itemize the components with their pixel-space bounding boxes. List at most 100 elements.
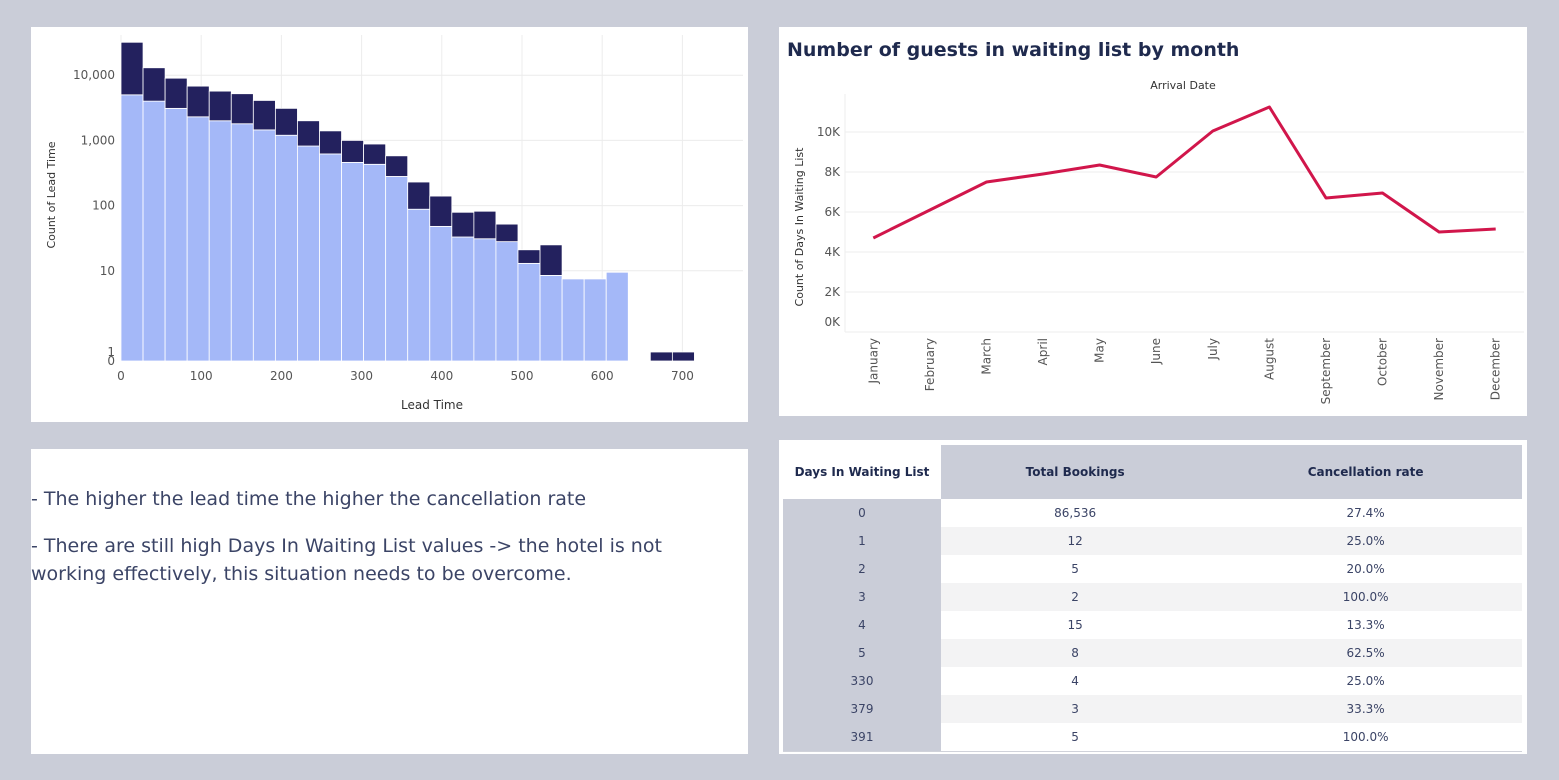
histogram-bar-not-canceled[interactable]: [274, 134, 298, 362]
histogram-bar-not-canceled[interactable]: [230, 123, 254, 362]
histogram-bar-canceled[interactable]: [186, 85, 210, 118]
histogram-x-tick-label: 500: [511, 369, 534, 383]
histogram-bar-not-canceled[interactable]: [164, 107, 188, 362]
histogram-bar-not-canceled[interactable]: [451, 236, 475, 362]
histogram-bar-not-canceled[interactable]: [605, 271, 629, 362]
cell-cancellation-rate[interactable]: 20.0%: [1346, 562, 1385, 576]
histogram-bar-canceled[interactable]: [363, 143, 387, 165]
histogram-bar-canceled[interactable]: [297, 120, 320, 147]
histogram-bar-not-canceled[interactable]: [120, 94, 144, 362]
histogram-bar-not-canceled[interactable]: [186, 116, 210, 362]
histogram-bar-not-canceled[interactable]: [539, 275, 563, 362]
histogram-bar-canceled[interactable]: [539, 244, 563, 276]
cell-total-bookings[interactable]: 12: [941, 527, 1210, 555]
histogram-bar-canceled[interactable]: [230, 93, 254, 125]
line-chart-month-label: January: [866, 338, 880, 385]
histogram-bar-not-canceled[interactable]: [341, 161, 365, 362]
histogram-bar-not-canceled[interactable]: [583, 278, 607, 362]
line-chart-y-tick-label: 4K: [824, 245, 841, 259]
histogram-bar-not-canceled[interactable]: [561, 278, 585, 362]
table-row: 5 8 62.5%: [783, 639, 1522, 667]
histogram-bar-canceled[interactable]: [341, 140, 365, 163]
table-row: 3 2 100.0%: [783, 583, 1522, 611]
histogram-bar-not-canceled[interactable]: [517, 262, 541, 362]
histogram-bar-not-canceled[interactable]: [495, 241, 519, 362]
header-days-in-waiting-list[interactable]: Days In Waiting List: [783, 445, 941, 499]
cell-days-in-waiting-list[interactable]: 330: [783, 667, 941, 695]
histogram-y-tick-label: 1,000: [81, 133, 115, 147]
histogram-bar-canceled[interactable]: [671, 351, 695, 362]
header-total-bookings[interactable]: Total Bookings: [941, 445, 1210, 499]
cell-days-in-waiting-list[interactable]: 0: [783, 499, 941, 527]
cell-total-bookings[interactable]: 5: [1071, 562, 1079, 576]
histogram-bar-canceled[interactable]: [429, 195, 453, 227]
histogram-bar-canceled[interactable]: [473, 210, 497, 240]
cell-days-in-waiting-list[interactable]: 379: [783, 695, 941, 723]
histogram-bar-canceled[interactable]: [164, 77, 188, 109]
histogram-bar-canceled[interactable]: [407, 181, 431, 210]
cell-cancellation-rate[interactable]: 33.3%: [1209, 695, 1522, 723]
cell-cancellation-rate[interactable]: 25.0%: [1209, 527, 1522, 555]
histogram-bar-canceled[interactable]: [319, 130, 342, 155]
line-chart-y-tick-label: 10K: [817, 125, 841, 139]
cell-cancellation-rate[interactable]: 62.5%: [1209, 639, 1522, 667]
histogram-x-tick-label: 100: [190, 369, 213, 383]
histogram-bar-canceled[interactable]: [252, 100, 276, 131]
histogram-bar-not-canceled[interactable]: [319, 153, 342, 362]
histogram-bar-canceled[interactable]: [649, 351, 673, 362]
histogram-bar-canceled[interactable]: [208, 90, 232, 122]
cell-total-bookings[interactable]: 15: [1067, 618, 1083, 632]
table-row: 2 5 20.0%: [783, 555, 1522, 583]
cell-days-in-waiting-list[interactable]: 5: [783, 639, 941, 667]
cell-total-bookings[interactable]: 5: [941, 723, 1210, 752]
table-row: 391 5 100.0%: [783, 723, 1522, 752]
cell-cancellation-rate[interactable]: 27.4%: [1346, 506, 1385, 520]
histogram-bar-canceled[interactable]: [517, 249, 541, 264]
cell-cancellation-rate[interactable]: 100.0%: [1209, 723, 1522, 752]
histogram-bar-canceled[interactable]: [495, 223, 519, 243]
cell-total-bookings[interactable]: 4: [1071, 674, 1079, 688]
histogram-bar-not-canceled[interactable]: [429, 225, 453, 362]
cell-days-in-waiting-list[interactable]: 4: [783, 611, 941, 639]
cell-days-in-waiting-list[interactable]: 3: [783, 583, 941, 611]
line-chart-y-axis-label: Count of Days In Waiting List: [793, 147, 806, 307]
line-chart-month-label: June: [1149, 338, 1163, 365]
cell-total-bookings[interactable]: 2: [941, 583, 1210, 611]
histogram-y-tick-label: 0: [107, 354, 115, 368]
header-cancellation-rate[interactable]: Cancellation rate: [1209, 445, 1522, 499]
histogram-x-tick-label: 300: [350, 369, 373, 383]
histogram-bar-canceled[interactable]: [142, 67, 166, 102]
cell-total-bookings[interactable]: 3: [941, 695, 1210, 723]
line-chart-y-tick-label: 0K: [824, 315, 841, 329]
waiting-list-series-line[interactable]: [872, 105, 1496, 240]
lead-time-histogram-panel: 10,000 1,000 100 10 1 0 0 100 200 300 400 500 600 70…: [31, 27, 748, 422]
histogram-bar-not-canceled[interactable]: [473, 238, 497, 362]
line-chart-y-tick-label: 8K: [824, 165, 841, 179]
histogram-bar-not-canceled[interactable]: [363, 163, 387, 362]
cell-days-in-waiting-list[interactable]: 391: [783, 723, 941, 752]
histogram-bar-not-canceled[interactable]: [297, 145, 320, 362]
cell-total-bookings[interactable]: 8: [941, 639, 1210, 667]
histogram-y-tick-label: 100: [92, 199, 115, 213]
cell-total-bookings[interactable]: 86,536: [1054, 506, 1097, 520]
cell-cancellation-rate[interactable]: 100.0%: [1209, 583, 1522, 611]
line-chart-month-label: May: [1093, 338, 1107, 363]
histogram-bar-not-canceled[interactable]: [142, 100, 166, 362]
waiting-list-line-chart[interactable]: Arrival Date Count of Days In Waiting Li…: [779, 27, 1527, 416]
lead-time-histogram[interactable]: 10,000 1,000 100 10 10 0 100 200 300 400 500 600 70…: [31, 27, 748, 422]
histogram-bar-not-canceled[interactable]: [252, 129, 276, 362]
histogram-y-tick-label: 10: [100, 264, 115, 278]
histogram-bar-canceled[interactable]: [120, 41, 144, 96]
histogram-bar-not-canceled[interactable]: [407, 208, 431, 362]
histogram-bar-canceled[interactable]: [385, 155, 409, 177]
waiting-list-line-chart-panel: Number of guests in waiting list by mont…: [779, 27, 1527, 416]
cell-cancellation-rate[interactable]: 13.3%: [1346, 618, 1385, 632]
histogram-bar-canceled[interactable]: [451, 211, 475, 238]
cell-days-in-waiting-list[interactable]: 1: [783, 527, 941, 555]
histogram-bar-canceled[interactable]: [274, 107, 298, 136]
histogram-bar-not-canceled[interactable]: [208, 120, 232, 362]
cell-days-in-waiting-list[interactable]: 2: [783, 555, 941, 583]
histogram-bar-not-canceled[interactable]: [385, 176, 409, 362]
table-header-row: Days In Waiting List Total Bookings Canc…: [783, 445, 1522, 499]
cell-cancellation-rate[interactable]: 25.0%: [1346, 674, 1385, 688]
